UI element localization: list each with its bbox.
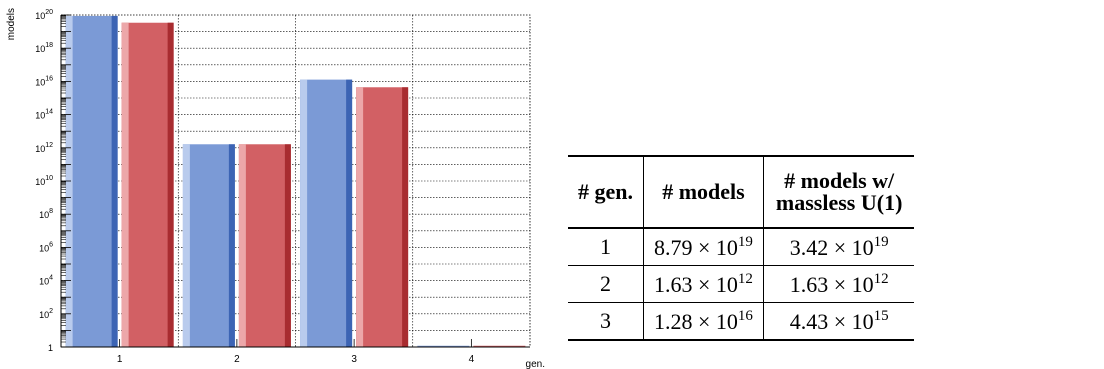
y-axis-label: models — [6, 8, 17, 40]
y-tick-label: 102 — [39, 308, 53, 320]
results-table-container: # gen. # models # models w/massless U(1) 1… — [568, 155, 915, 341]
massless-cell: 1.63 × 1012 — [762, 265, 915, 303]
bar-body — [182, 144, 235, 347]
mantissa: 1.63 — [654, 271, 693, 297]
y-tick-label: 1020 — [35, 9, 53, 21]
y-tick-labels: 1 102 104 106 108 1010 1012 1014 1016 1018 1020 — [35, 9, 53, 353]
bar-chart: 1 102 104 106 108 1010 1012 1014 1016 1018 1020 1 2… — [6, 8, 545, 369]
bar — [121, 22, 174, 347]
bar-shadow — [111, 15, 118, 348]
mantissa: 1.63 — [789, 271, 829, 297]
times-sign: × — [692, 308, 716, 334]
bar-shadow — [284, 144, 291, 347]
x-tick-label: 4 — [469, 354, 475, 365]
y-tick-label: 1018 — [35, 42, 53, 54]
scientific-value: 1.63 × 1012 — [789, 270, 889, 297]
mantissa: 1.28 — [654, 308, 693, 334]
exponent: 16 — [737, 307, 753, 324]
base: 10 — [715, 308, 738, 334]
column-header-text: # models — [662, 179, 745, 204]
x-tick-label: 3 — [351, 354, 357, 365]
exponent: 12 — [737, 270, 753, 287]
bar-shadow — [346, 79, 353, 348]
gen-cell: 2 — [568, 265, 644, 303]
base: 10 — [715, 234, 738, 260]
x-tick-label: 1 — [117, 354, 123, 365]
models-cell: 1.28 × 1016 — [643, 302, 764, 340]
table-header-row: # gen. # models # models w/massless U(1) — [568, 156, 915, 228]
y-tick-label: 1010 — [35, 175, 53, 187]
scientific-value: 1.28 × 1016 — [654, 307, 753, 334]
column-header-text: massless U(1) — [775, 190, 903, 215]
y-tick-label: 1016 — [35, 75, 53, 87]
column-header-text: # gen. — [578, 179, 633, 204]
gen-cell: 3 — [568, 302, 644, 340]
scientific-value: 3.42 × 1019 — [789, 233, 889, 260]
bar-highlight — [356, 87, 364, 347]
y-tick-label: 1 — [48, 343, 53, 353]
bar-shadow — [402, 87, 409, 347]
base: 10 — [851, 271, 874, 297]
models-cell: 8.79 × 1019 — [643, 227, 764, 266]
bar — [356, 87, 409, 347]
bar — [182, 144, 235, 347]
exponent: 19 — [873, 233, 889, 250]
y-tick-label: 1014 — [35, 109, 53, 121]
column-header-text: # models w/ — [784, 168, 895, 193]
scientific-value: 4.43 × 1015 — [789, 307, 889, 334]
base: 10 — [715, 271, 738, 297]
x-tick-labels: 1 2 3 4 — [117, 354, 475, 365]
x-axis-label: gen. — [526, 359, 545, 369]
bar — [65, 15, 118, 348]
y-tick-label: 104 — [39, 275, 53, 287]
times-sign: × — [692, 271, 716, 297]
column-header: # models — [643, 156, 764, 228]
exponent: 15 — [873, 307, 889, 324]
table-row: 3 1.28 × 1016 4.43 × 1015 — [568, 302, 915, 340]
bar-highlight — [300, 79, 308, 348]
y-tick-label: 108 — [39, 208, 53, 220]
bar — [238, 144, 291, 347]
bar-highlight — [238, 144, 246, 347]
gen-cell: 1 — [568, 227, 644, 266]
times-sign: × — [692, 234, 716, 260]
exponent: 12 — [873, 270, 889, 287]
scientific-value: 1.63 × 1012 — [654, 270, 753, 297]
massless-cell: 3.42 × 1019 — [762, 227, 915, 266]
y-tick-label: 1012 — [35, 142, 53, 154]
x-tick-label: 2 — [234, 354, 240, 365]
mantissa: 4.43 — [789, 308, 829, 334]
bar — [300, 79, 353, 348]
table-body: 1 8.79 × 1019 3.42 × 1019 2 1.63 × 1012 1.63 … — [568, 227, 915, 340]
bar-shadow — [228, 144, 235, 347]
bar-highlight — [65, 15, 73, 348]
exponent: 19 — [737, 233, 753, 250]
bar-body — [65, 15, 118, 348]
column-header: # models w/massless U(1) — [762, 156, 915, 228]
bar-body — [121, 22, 174, 347]
bar-highlight — [182, 144, 190, 347]
massless-cell: 4.43 × 1015 — [762, 302, 915, 340]
mantissa: 3.42 — [789, 234, 829, 260]
bar-body — [238, 144, 291, 347]
bar-body — [300, 79, 353, 348]
base: 10 — [851, 308, 874, 334]
times-sign: × — [828, 234, 852, 260]
y-tick-label: 106 — [39, 241, 53, 253]
times-sign: × — [828, 271, 852, 297]
bar-body — [356, 87, 409, 347]
bar-shadow — [167, 22, 174, 347]
axes — [60, 14, 530, 348]
bars — [65, 15, 526, 348]
mantissa: 8.79 — [654, 234, 693, 260]
results-table: # gen. # models # models w/massless U(1) 1… — [568, 155, 915, 341]
models-cell: 1.63 × 1012 — [643, 265, 764, 303]
base: 10 — [851, 234, 874, 260]
table-row: 2 1.63 × 1012 1.63 × 1012 — [568, 265, 915, 303]
scientific-value: 8.79 × 1019 — [654, 233, 753, 260]
bar-highlight — [121, 22, 129, 347]
times-sign: × — [828, 308, 852, 334]
column-header: # gen. — [568, 156, 644, 228]
table-row: 1 8.79 × 1019 3.42 × 1019 — [568, 227, 915, 266]
